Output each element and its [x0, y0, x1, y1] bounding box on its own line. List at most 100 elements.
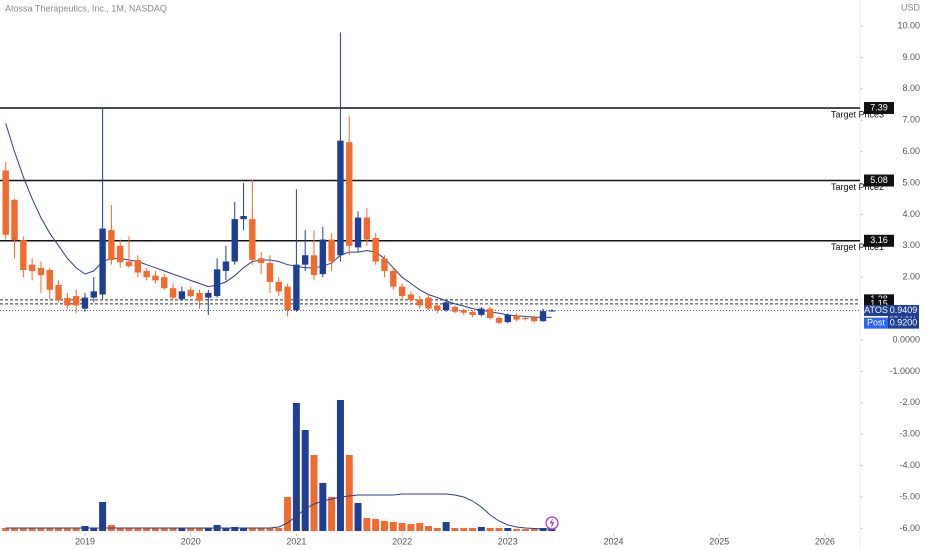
candle-body [143, 270, 150, 278]
target-value-box [864, 102, 894, 114]
target-name: Target Price1 [831, 242, 884, 252]
volume-bar [231, 527, 239, 531]
x-tick-label: 2022 [392, 536, 412, 546]
volume-bar [451, 528, 459, 531]
volume-bar [72, 528, 80, 531]
volume-bar [257, 528, 265, 531]
volume-bar [477, 527, 485, 531]
candle-body [513, 315, 520, 320]
target-value: 7.39 [870, 102, 888, 112]
target-value: 3.16 [870, 235, 888, 245]
candle-body [310, 255, 318, 276]
candle-body [64, 297, 71, 306]
candle-body [275, 281, 282, 292]
volume-bar [275, 528, 283, 531]
post-name-box [864, 317, 888, 329]
target-name: Target Price2 [831, 182, 884, 192]
volume-bar [310, 455, 318, 531]
volume-bar [151, 528, 159, 531]
target-value-box [864, 234, 894, 247]
x-tick-label: 2020 [181, 536, 201, 546]
volume-bar [363, 518, 371, 531]
y-tick-label: 2.00 [902, 272, 920, 282]
x-tick-label: 2026 [815, 536, 835, 546]
volume-bar [46, 528, 54, 531]
candle-body [398, 286, 406, 297]
volume-bar [469, 528, 477, 531]
symbol-box [864, 304, 888, 316]
level-box [864, 298, 894, 310]
candle-body [161, 277, 168, 289]
candle-body [390, 270, 397, 287]
candle-body [231, 219, 238, 262]
post-price: 0.9200 [890, 318, 918, 328]
candle-body [284, 286, 291, 311]
candle-body [81, 297, 89, 309]
x-tick-label: 2024 [603, 536, 623, 546]
candle-body [37, 267, 45, 276]
volume-bar [389, 522, 397, 531]
y-tick-label: -4.00 [899, 460, 920, 470]
x-tick-label: 2025 [709, 536, 729, 546]
volume-bar [266, 528, 274, 531]
y-tick-label: -6.00 [899, 523, 920, 533]
volume-bar [486, 528, 494, 531]
volume-bar [116, 528, 124, 531]
candle-body [222, 261, 230, 271]
volume-bar [398, 523, 406, 531]
moving-average [5, 123, 552, 318]
volume-bar [407, 524, 415, 531]
last-price: 0.9409 [890, 305, 918, 315]
volume-bar [380, 521, 388, 531]
candle-body [319, 239, 327, 275]
candle-body [522, 318, 529, 320]
alert-icon[interactable] [545, 516, 559, 530]
candle-body [117, 245, 124, 263]
candle-body [169, 288, 177, 298]
candle-body [266, 263, 274, 282]
y-tick-label: 10.00 [897, 20, 920, 30]
y-tick-label: 7.00 [902, 115, 920, 125]
candle-body [72, 296, 80, 306]
volume-bar [301, 430, 309, 531]
candle-body [460, 310, 467, 313]
candle-body [354, 217, 362, 248]
candle-body [152, 275, 159, 281]
candle-body [257, 258, 265, 264]
level-value: 1.15 [870, 298, 888, 308]
alert-bolt[interactable] [549, 518, 555, 528]
candle-body [249, 219, 256, 260]
volume-bar [134, 528, 142, 531]
candle-body [539, 311, 547, 322]
volume-bar [433, 528, 441, 531]
symbol: ATOS [864, 305, 888, 315]
volume-bar [178, 528, 186, 531]
candle-body [55, 285, 62, 301]
y-tick-label: 4.00 [902, 209, 920, 219]
candle-body [416, 299, 423, 306]
volume-bar [460, 528, 468, 531]
y-tick-label: 8.00 [902, 83, 920, 93]
volume-bar [143, 528, 151, 531]
volume-bar [495, 528, 503, 531]
candle-body [504, 314, 511, 323]
volume-bar [222, 528, 230, 531]
candle-body [301, 255, 309, 265]
volume-bar [240, 528, 248, 531]
volume-bar [125, 528, 133, 531]
volume-bar [2, 528, 10, 531]
candle-body [451, 307, 459, 312]
volume-bar [63, 528, 71, 531]
currency: USD [901, 2, 921, 12]
volume-bar [530, 529, 538, 531]
target-name: Target Price3 [831, 109, 884, 119]
candle-body [442, 302, 450, 311]
volume-bar [99, 502, 107, 531]
volume-bar [442, 522, 450, 531]
candle-body [381, 258, 388, 271]
volume-bar [345, 455, 353, 531]
y-tick-label: 9.00 [902, 52, 920, 62]
volume-bar [169, 528, 177, 531]
